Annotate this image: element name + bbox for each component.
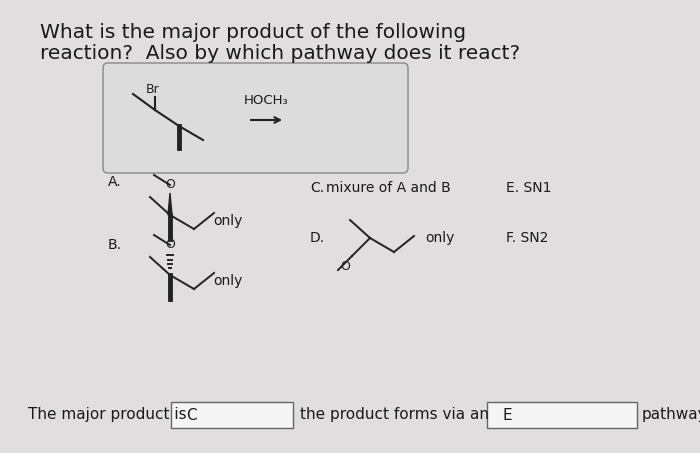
Text: A.: A. bbox=[108, 175, 122, 189]
FancyBboxPatch shape bbox=[103, 63, 408, 173]
FancyBboxPatch shape bbox=[171, 402, 293, 428]
Text: O: O bbox=[340, 260, 350, 273]
Text: D.: D. bbox=[310, 231, 325, 245]
Text: E: E bbox=[503, 408, 512, 423]
Text: only: only bbox=[425, 231, 454, 245]
Text: mixure of A and B: mixure of A and B bbox=[326, 181, 451, 195]
Text: B.: B. bbox=[108, 238, 122, 252]
Text: The major product is: The major product is bbox=[28, 408, 187, 423]
Text: What is the major product of the following: What is the major product of the followi… bbox=[40, 23, 466, 42]
Text: pathway: pathway bbox=[642, 408, 700, 423]
Text: the product forms via an: the product forms via an bbox=[300, 408, 489, 423]
Text: E. SN1: E. SN1 bbox=[506, 181, 552, 195]
Text: C.: C. bbox=[310, 181, 324, 195]
Text: reaction?  Also by which pathway does it react?: reaction? Also by which pathway does it … bbox=[40, 44, 520, 63]
Polygon shape bbox=[168, 193, 172, 215]
Text: C: C bbox=[186, 408, 197, 423]
Text: O: O bbox=[165, 178, 175, 191]
Text: F. SN2: F. SN2 bbox=[506, 231, 548, 245]
Text: O: O bbox=[165, 238, 175, 251]
Text: only: only bbox=[213, 214, 242, 228]
Text: HOCH₃: HOCH₃ bbox=[244, 94, 288, 107]
Text: only: only bbox=[213, 274, 242, 288]
FancyBboxPatch shape bbox=[487, 402, 637, 428]
Text: Br: Br bbox=[146, 83, 160, 96]
